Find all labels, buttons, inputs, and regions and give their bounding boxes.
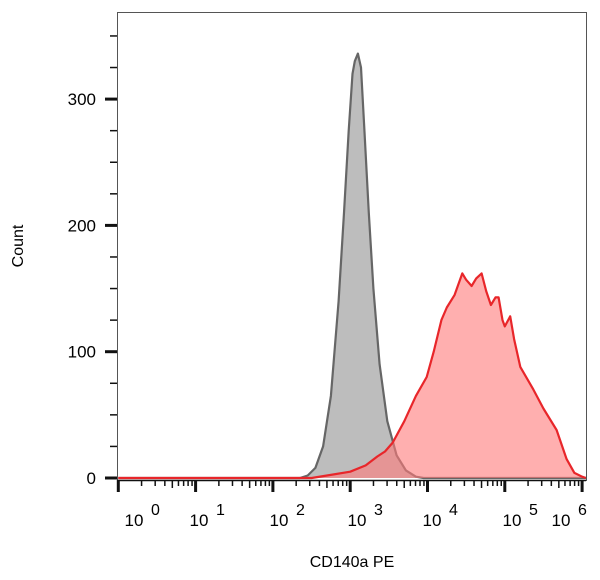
x-tick-exponent: 2 — [296, 502, 305, 519]
y-tick-label: 100 — [68, 343, 96, 362]
y-axis-label: Count — [10, 224, 27, 267]
x-axis-label: CD140a PE — [310, 554, 395, 571]
x-tick-exponent: 3 — [374, 502, 383, 519]
x-tick-exponent: 4 — [449, 502, 458, 519]
x-tick-label: 10 — [190, 511, 209, 530]
y-tick-label: 0 — [87, 469, 96, 488]
x-tick-exponent: 6 — [578, 502, 587, 519]
x-tick-label: 10 — [125, 511, 144, 530]
x-tick-exponent: 5 — [529, 502, 538, 519]
x-tick-exponent: 0 — [151, 502, 160, 519]
series-0-area — [118, 53, 586, 478]
x-tick-label: 10 — [503, 511, 522, 530]
x-tick-exponent: 1 — [216, 502, 225, 519]
x-tick-label: 10 — [423, 511, 442, 530]
x-tick-label: 10 — [552, 511, 571, 530]
series-layer — [118, 52, 587, 480]
x-tick-label: 10 — [270, 511, 289, 530]
series-1-area — [118, 273, 586, 478]
y-tick-label: 200 — [68, 216, 96, 235]
y-tick-label: 300 — [68, 90, 96, 109]
series-1-line — [118, 272, 587, 480]
x-tick-label: 10 — [348, 511, 367, 530]
